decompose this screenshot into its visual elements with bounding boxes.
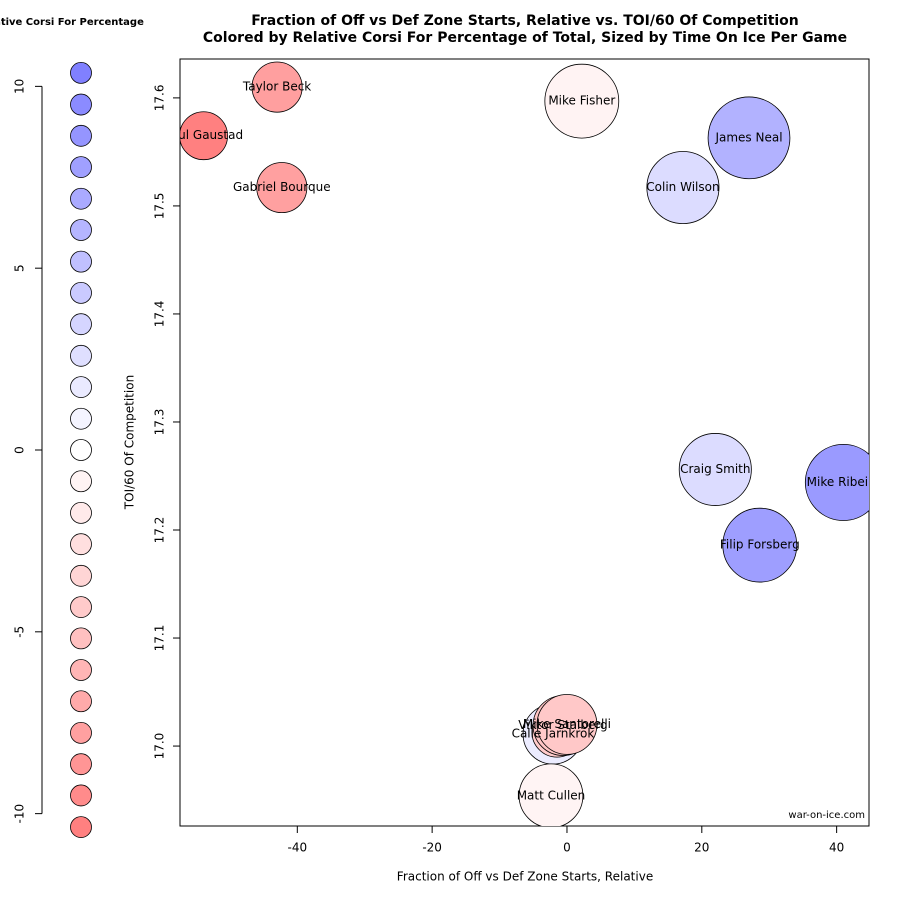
legend-swatch [70, 722, 92, 744]
bubble-label: Matt Cullen [517, 788, 586, 802]
legend-swatch [70, 93, 92, 116]
y-axis-label: TOI/60 Of Competition [123, 375, 137, 510]
chart-title: Fraction of Off vs Def Zone Starts, Rela… [251, 13, 799, 29]
legend-swatch [70, 564, 92, 587]
legend-swatch [70, 250, 92, 273]
legend-swatch [70, 627, 92, 650]
legend-swatch [70, 784, 92, 807]
y-tick-label: 17.6 [153, 85, 167, 112]
x-tick-label: -40 [288, 841, 308, 855]
legend-swatch [70, 502, 92, 524]
legend-swatch [70, 439, 92, 461]
x-tick-label: 40 [829, 841, 844, 855]
bubble [646, 151, 720, 225]
bubble-label: Colin Wilson [646, 180, 719, 194]
y-tick-label: 17.0 [153, 733, 167, 760]
y-tick-label: 17.3 [153, 409, 167, 436]
plot-area: Taylor Beck Paul Gaustad Gabriel Bourque Mi… [164, 61, 880, 826]
x-tick-label: -20 [422, 841, 442, 855]
legend-tick-label: 5 [13, 264, 27, 272]
bubble-label: Viktor Stalberg [518, 718, 607, 732]
legend-swatch [70, 596, 92, 618]
legend-swatch [70, 659, 92, 681]
legend-swatch [70, 690, 92, 713]
legend-tick-label: -5 [13, 626, 27, 638]
x-tick-label: 20 [694, 841, 709, 855]
bubble-label: James Neal [714, 130, 782, 144]
bubble-label: Mike Ribeiro [807, 475, 880, 489]
watermark: war-on-ice.com [788, 810, 865, 821]
bubble [251, 61, 303, 113]
bubble [804, 444, 869, 521]
bubble-label: Filip Forsberg [720, 538, 800, 552]
bubble-label: Taylor Beck [242, 80, 311, 94]
bubble [180, 111, 228, 161]
legend-swatch [70, 344, 92, 367]
legend-swatch [70, 313, 92, 336]
bubble [707, 96, 791, 180]
legend-tick-label: -10 [13, 804, 27, 824]
x-axis-label: Fraction of Off vs Def Zone Starts, Rela… [397, 870, 653, 884]
legend-swatch [70, 219, 92, 241]
legend-swatch [70, 124, 92, 147]
y-tick-label: 17.1 [153, 625, 167, 652]
legend-swatch [70, 62, 92, 84]
legend-swatch [70, 816, 92, 838]
legend-swatch [70, 376, 92, 398]
legend-swatch [70, 156, 92, 178]
plot-frame [179, 58, 870, 827]
bubble [256, 162, 308, 214]
legend-swatch [70, 282, 92, 304]
legend-title: Relative Corsi For Percentage [0, 17, 144, 28]
bubble [536, 694, 598, 755]
legend-swatch [70, 470, 92, 493]
legend-swatch [70, 753, 92, 776]
y-tick-label: 17.2 [153, 517, 167, 544]
legend-swatch [70, 407, 92, 430]
chart-subtitle: Colored by Relative Corsi For Percentage… [203, 30, 847, 46]
legend-swatch [70, 187, 92, 210]
bubble-label: Calle Jarnkrok [512, 727, 595, 741]
y-tick-label: 17.4 [153, 301, 167, 328]
y-tick-label: 17.5 [153, 193, 167, 220]
bubble-label: Craig Smith [680, 462, 750, 476]
bubble [518, 763, 584, 826]
bubble [722, 507, 798, 583]
bubble-label: Mike Santorelli [523, 717, 611, 731]
legend-swatch [70, 533, 92, 556]
bubble-label: Paul Gaustad [164, 128, 243, 142]
bubble-label: Gabriel Bourque [233, 180, 331, 194]
legend-tick-label: 0 [13, 446, 27, 454]
x-tick-label: 0 [563, 841, 571, 855]
legend-tick-label: 10 [13, 79, 27, 94]
bubble [678, 433, 752, 506]
bubble [544, 63, 620, 139]
bubble-label: Mike Fisher [548, 94, 615, 108]
